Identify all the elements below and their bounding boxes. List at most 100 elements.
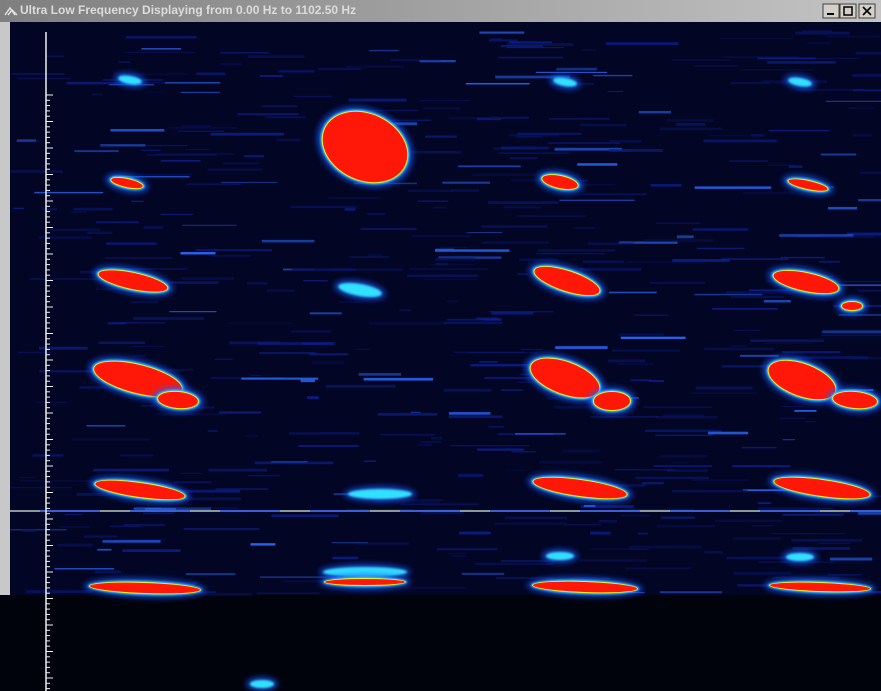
noise-streak [247,55,305,59]
noise-streak [450,188,479,192]
noise-streak [781,405,804,407]
noise-streak [696,247,745,250]
noise-streak [221,181,278,184]
noise-streak [653,465,712,467]
noise-streak [93,468,170,472]
noise-streak [143,91,165,93]
noise-streak [444,321,503,325]
noise-streak [184,148,210,151]
noise-streak [91,93,103,96]
noise-streak [620,514,651,517]
noise-streak [487,201,559,204]
noise-streak [448,412,491,415]
noise-streak [771,533,845,535]
noise-streak [723,56,799,59]
noise-streak [141,48,182,50]
noise-streak [76,492,116,496]
noise-streak [10,170,63,173]
noise-streak [741,68,815,71]
noise-streak [431,437,443,440]
noise-streak [704,551,723,554]
noise-streak [265,116,306,119]
noise-streak [369,50,399,52]
noise-streak [104,257,173,259]
noise-streak [748,289,808,292]
noise-streak [13,207,25,210]
window-controls[interactable] [822,3,876,19]
noise-streak [750,133,764,137]
noise-streak [146,153,218,156]
noise-streak [846,232,881,236]
noise-streak [38,236,92,240]
noise-streak [779,234,854,237]
noise-streak [478,361,498,363]
noise-streak [725,291,805,294]
noise-streak [173,481,212,484]
noise-streak [626,261,705,263]
noise-streak [712,307,778,310]
noise-streak [16,140,42,142]
noise-streak [515,432,566,435]
noise-streak [271,514,339,518]
blob-core [533,477,627,499]
noise-streak [259,351,316,355]
noise-streak [519,258,558,262]
noise-streak [781,351,841,354]
noise-streak [675,122,706,126]
noise-streak [695,386,753,390]
noise-streak [186,183,241,185]
blob-core [773,270,839,294]
noise-streak [125,36,197,39]
blob-core [774,477,870,499]
noise-streak [491,38,502,40]
noise-streak [417,200,449,203]
noise-streak [109,525,142,527]
noise-streak [107,322,127,325]
noise-streak [618,333,665,336]
noise-streak [311,361,345,365]
minimize-button[interactable] [822,3,840,19]
noise-streak [798,57,861,59]
noise-streak [516,215,586,217]
noise-streak [180,91,221,93]
noise-streak [580,505,634,508]
noise-streak [740,354,779,357]
maximize-button[interactable] [839,3,857,19]
noise-streak [704,347,775,351]
noise-streak [374,500,440,503]
noise-streak [819,260,841,263]
noise-streak [768,164,796,166]
noise-streak [38,346,88,350]
noise-streak [659,454,708,458]
noise-streak [241,377,319,380]
noise-streak [123,523,166,527]
noise-streak [307,396,319,400]
noise-streak [607,91,624,93]
noise-streak [397,150,462,154]
noise-streak [501,560,555,563]
noise-streak [638,110,672,114]
scale-ticks [46,94,53,690]
noise-streak [18,351,52,354]
noise-streak [443,388,492,392]
noise-streak [261,239,315,243]
noise-streak [582,260,624,264]
noise-streak [573,227,596,229]
noise-streak [267,289,295,292]
noise-streak [73,207,113,211]
blob-core [542,175,578,189]
noise-streak [422,278,478,281]
noise-streak [346,109,419,112]
noise-streak [489,116,530,119]
noise-streak [207,168,263,171]
noise-streak [609,139,642,143]
noise-streak [671,489,748,493]
blob-core [533,581,637,593]
noise-streak [824,284,881,286]
noise-streak [424,135,457,138]
noise-streak [714,519,782,523]
noise-streak [291,330,331,333]
noise-streak [436,548,498,551]
noise-streak [411,235,471,237]
